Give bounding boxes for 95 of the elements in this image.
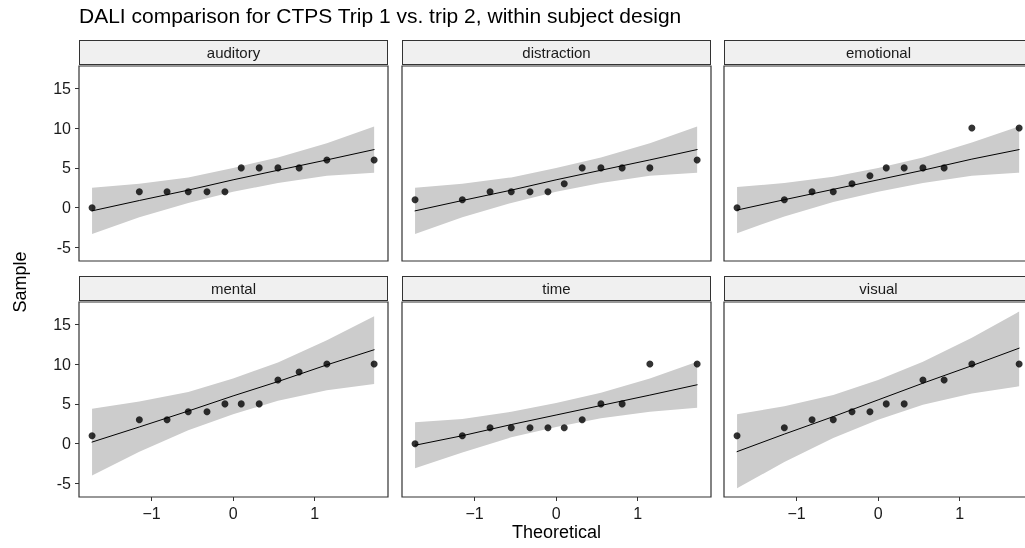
point — [829, 416, 837, 424]
point — [578, 164, 586, 172]
point — [882, 164, 890, 172]
point — [486, 188, 494, 196]
y-tick-label: -5 — [56, 238, 72, 256]
point — [507, 188, 515, 196]
point — [693, 360, 701, 368]
chart-title: distraction — [402, 40, 711, 65]
point — [848, 180, 856, 188]
point — [618, 400, 626, 408]
point — [560, 424, 568, 432]
point — [919, 164, 927, 172]
point — [597, 400, 605, 408]
point — [458, 196, 466, 204]
chart-title: auditory — [79, 40, 388, 65]
x-tick-label: −1 — [787, 504, 806, 522]
point — [618, 164, 626, 172]
point — [323, 156, 331, 164]
x-tick-label: 0 — [228, 504, 238, 522]
x-axis-title: Theoretical — [511, 522, 602, 543]
chart-title: emotional — [724, 40, 1025, 65]
x-tick-label: −1 — [465, 504, 484, 522]
point — [733, 432, 741, 440]
y-tick-label: 10 — [53, 119, 72, 137]
point — [411, 440, 419, 448]
point — [578, 416, 586, 424]
point — [411, 196, 419, 204]
x-tick-label: 0 — [551, 504, 561, 522]
point — [255, 164, 263, 172]
point — [370, 360, 378, 368]
point — [780, 196, 788, 204]
point — [560, 180, 568, 188]
point — [866, 408, 874, 416]
y-tick-label: 0 — [62, 435, 72, 453]
point — [323, 360, 331, 368]
point — [221, 188, 229, 196]
point — [295, 164, 303, 172]
y-tick-label: 5 — [62, 159, 72, 177]
y-tick-label: 5 — [62, 395, 72, 413]
x-tick-label: 1 — [310, 504, 320, 522]
point — [237, 400, 245, 408]
point — [274, 164, 282, 172]
point — [507, 424, 515, 432]
point — [646, 164, 654, 172]
y-tick-label: 15 — [53, 79, 72, 97]
point — [237, 164, 245, 172]
x-tick-label: −1 — [142, 504, 161, 522]
point — [808, 416, 816, 424]
point — [1015, 360, 1023, 368]
point — [203, 188, 211, 196]
point — [163, 416, 171, 424]
point — [184, 188, 192, 196]
point — [370, 156, 378, 164]
point — [829, 188, 837, 196]
x-tick-label: 1 — [633, 504, 643, 522]
chart-title: mental — [79, 276, 388, 301]
point — [808, 188, 816, 196]
y-tick-label: 0 — [62, 199, 72, 217]
y-tick-label: 15 — [53, 315, 72, 333]
line-series — [91, 349, 375, 443]
point — [866, 172, 874, 180]
point — [780, 424, 788, 432]
point — [526, 188, 534, 196]
point — [135, 188, 143, 196]
point — [163, 188, 171, 196]
point — [544, 424, 552, 432]
point — [900, 400, 908, 408]
point — [184, 408, 192, 416]
point — [526, 424, 534, 432]
x-tick-label: 1 — [955, 504, 965, 522]
chart-title: visual — [724, 276, 1025, 301]
point — [900, 164, 908, 172]
x-tick-label: 0 — [873, 504, 883, 522]
point — [221, 400, 229, 408]
point — [733, 204, 741, 212]
chart-title: time — [402, 276, 711, 301]
point — [458, 432, 466, 440]
text: DALI comparison for CTPS Trip 1 vs. trip 2, within subject design — [79, 4, 682, 28]
point — [968, 124, 976, 132]
point — [597, 164, 605, 172]
y-tick-label: -5 — [56, 474, 72, 492]
point — [135, 416, 143, 424]
point — [255, 400, 263, 408]
point — [968, 360, 976, 368]
point — [646, 360, 654, 368]
point — [486, 424, 494, 432]
point — [882, 400, 890, 408]
point — [88, 204, 96, 212]
y-axis-title: Sample — [9, 251, 31, 313]
point — [693, 156, 701, 164]
y-tick-label: 10 — [53, 355, 72, 373]
point — [544, 188, 552, 196]
point — [1015, 124, 1023, 132]
point — [940, 164, 948, 172]
point — [88, 432, 96, 440]
